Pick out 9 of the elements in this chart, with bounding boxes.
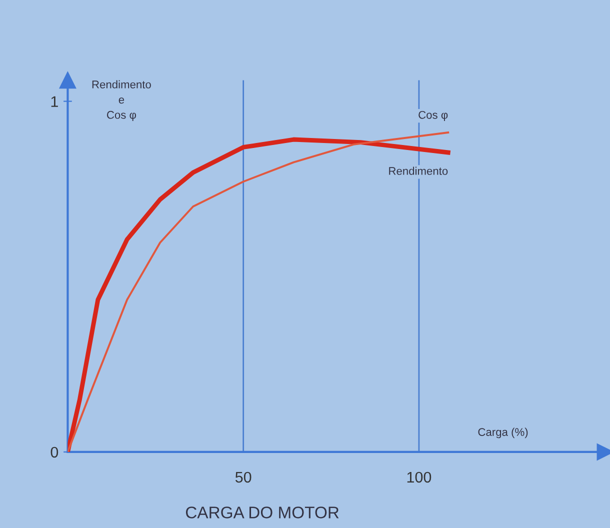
series-label: Rendimento <box>389 166 448 175</box>
series-label: Cos φ <box>418 110 448 122</box>
y-tick-label: 0 <box>50 446 58 458</box>
y-tick-label: 1 <box>51 96 58 107</box>
x-tick-label: 100 <box>407 472 432 483</box>
x-axis-title: Carga (%) <box>478 428 528 438</box>
x-tick-label: 50 <box>235 472 252 483</box>
y-axis-title: Rendimento e Cos φ <box>92 80 151 121</box>
text: CARGA DO MOTOR <box>186 506 339 518</box>
